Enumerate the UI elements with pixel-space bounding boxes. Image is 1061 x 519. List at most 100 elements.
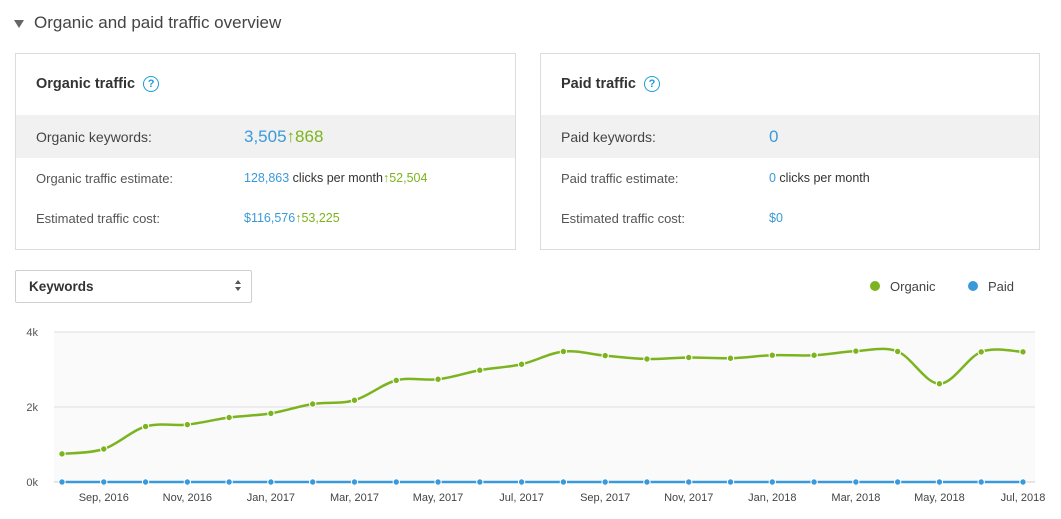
legend-paid[interactable]: Paid bbox=[968, 278, 1014, 294]
x-tick-label: Nov, 2016 bbox=[163, 492, 212, 504]
collapse-caret-icon[interactable] bbox=[14, 19, 24, 28]
paid-data-point bbox=[183, 478, 192, 486]
help-icon[interactable]: ? bbox=[143, 76, 160, 92]
paid-data-point bbox=[559, 478, 568, 486]
organic-data-point bbox=[183, 420, 192, 429]
y-tick-label: 4k bbox=[26, 327, 38, 339]
paid-cost-value-group: $0 bbox=[769, 211, 783, 225]
paid-data-point bbox=[141, 478, 150, 486]
paid-cost-value[interactable]: $0 bbox=[769, 211, 783, 225]
organic-data-point bbox=[643, 355, 651, 363]
section-title: Organic and paid traffic overview bbox=[34, 13, 282, 32]
paid-traffic-title: Paid traffic bbox=[561, 76, 636, 92]
paid-data-point bbox=[58, 478, 66, 486]
x-tick-label: Nov, 2017 bbox=[664, 492, 713, 504]
paid-data-point bbox=[267, 478, 275, 486]
section-toggle[interactable]: Organic and paid traffic overview bbox=[14, 10, 281, 36]
paid-data-point bbox=[350, 478, 359, 486]
y-tick-label: 2k bbox=[26, 402, 38, 414]
organic-cost-label: Estimated traffic cost: bbox=[36, 210, 161, 226]
organic-data-point bbox=[308, 400, 317, 408]
organic-cost-value-group: $116,576↑53,225 bbox=[244, 211, 340, 225]
organic-data-point bbox=[768, 351, 777, 359]
paid-cost-label: Estimated traffic cost: bbox=[561, 210, 686, 226]
traffic-line-chart: 4k 2k 0k Sep, 2016 Nov, 2016 Jan, 2017 Mar, 20… bbox=[26, 327, 1046, 504]
paid-data-point bbox=[768, 478, 777, 486]
legend-organic[interactable]: Organic bbox=[870, 278, 936, 294]
organic-traffic-change: ↑52,504 bbox=[382, 171, 428, 185]
organic-data-point bbox=[852, 347, 860, 355]
paid-data-point bbox=[517, 478, 526, 486]
legend-organic-dot-icon bbox=[870, 281, 880, 291]
x-tick-label: Jan, 2017 bbox=[247, 492, 295, 504]
organic-data-point bbox=[225, 413, 233, 422]
organic-data-point bbox=[517, 360, 526, 368]
organic-data-point bbox=[58, 450, 66, 458]
help-icon[interactable]: ? bbox=[643, 76, 660, 92]
organic-traffic-card: Organic traffic ? Organic keywords: 3,50… bbox=[15, 53, 516, 250]
paid-keywords-label: Paid keywords: bbox=[561, 128, 656, 145]
paid-traffic-label: Paid traffic estimate: bbox=[561, 170, 679, 186]
paid-data-point bbox=[893, 478, 902, 486]
organic-data-point bbox=[141, 422, 150, 431]
x-tick-label: Jul, 2018 bbox=[1001, 492, 1046, 504]
paid-data-point bbox=[643, 478, 651, 486]
organic-data-point bbox=[350, 396, 359, 404]
organic-data-point bbox=[476, 366, 484, 374]
organic-data-point bbox=[977, 348, 985, 356]
organic-keywords-value[interactable]: 3,505 bbox=[244, 126, 287, 146]
organic-data-point bbox=[267, 409, 275, 418]
organic-cost-row: Estimated traffic cost: $116,576↑53,225 bbox=[16, 207, 515, 229]
x-tick-label: Mar, 2017 bbox=[330, 492, 379, 504]
paid-cost-row: Estimated traffic cost: $0 bbox=[541, 207, 1039, 229]
paid-data-point bbox=[935, 478, 944, 486]
organic-traffic-unit: clicks per month bbox=[289, 171, 383, 185]
metric-select[interactable]: Keywords bbox=[15, 270, 252, 303]
organic-data-point bbox=[1019, 348, 1027, 356]
paid-data-point bbox=[392, 478, 400, 486]
x-tick-label: Mar, 2018 bbox=[831, 492, 880, 504]
organic-keywords-change: ↑868 bbox=[286, 126, 324, 146]
paid-keywords-row: Paid keywords: 0 bbox=[541, 115, 1039, 158]
organic-data-point bbox=[893, 347, 902, 356]
paid-data-point bbox=[810, 478, 818, 486]
organic-data-point bbox=[392, 376, 400, 385]
legend-paid-label: Paid bbox=[988, 278, 1015, 294]
x-tick-label: May, 2018 bbox=[914, 492, 965, 504]
x-tick-label: Sep, 2017 bbox=[580, 492, 630, 504]
organic-data-point bbox=[810, 351, 818, 359]
paid-data-point bbox=[308, 478, 317, 486]
x-tick-label: May, 2017 bbox=[413, 492, 464, 504]
organic-cost-change: ↑53,225 bbox=[295, 211, 340, 225]
organic-traffic-title: Organic traffic bbox=[36, 76, 136, 92]
paid-data-point bbox=[225, 478, 233, 486]
organic-traffic-label: Organic traffic estimate: bbox=[36, 170, 174, 186]
paid-data-point bbox=[726, 478, 735, 486]
legend-paid-dot-icon bbox=[968, 281, 978, 291]
organic-data-point bbox=[685, 353, 693, 362]
organic-data-point bbox=[100, 445, 108, 453]
paid-data-point bbox=[685, 478, 693, 486]
paid-data-point bbox=[601, 478, 609, 486]
organic-data-point bbox=[434, 375, 442, 383]
paid-data-point bbox=[434, 478, 442, 486]
y-tick-label: 0k bbox=[26, 477, 38, 489]
organic-traffic-row: Organic traffic estimate: 128,863 clicks… bbox=[16, 167, 515, 189]
organic-keywords-label: Organic keywords: bbox=[36, 128, 152, 145]
organic-data-point bbox=[601, 351, 609, 360]
paid-traffic-value[interactable]: 0 bbox=[769, 171, 776, 185]
paid-keywords-value-group: 0 bbox=[769, 127, 778, 147]
x-tick-label: Jan, 2018 bbox=[748, 492, 796, 504]
organic-cost-value[interactable]: $116,576 bbox=[244, 211, 296, 225]
legend-organic-label: Organic bbox=[890, 278, 936, 294]
paid-data-point bbox=[977, 478, 985, 486]
organic-data-point bbox=[726, 354, 735, 362]
organic-traffic-value[interactable]: 128,863 bbox=[244, 171, 290, 185]
paid-traffic-row: Paid traffic estimate: 0 clicks per mont… bbox=[541, 167, 1039, 189]
organic-data-point bbox=[559, 347, 568, 356]
paid-data-point bbox=[476, 478, 484, 486]
organic-traffic-value-group: 128,863 clicks per month↑52,504 bbox=[244, 171, 427, 185]
organic-keywords-row: Organic keywords: 3,505↑868 bbox=[16, 115, 515, 158]
x-tick-label: Jul, 2017 bbox=[499, 492, 544, 504]
paid-keywords-value[interactable]: 0 bbox=[769, 126, 779, 146]
